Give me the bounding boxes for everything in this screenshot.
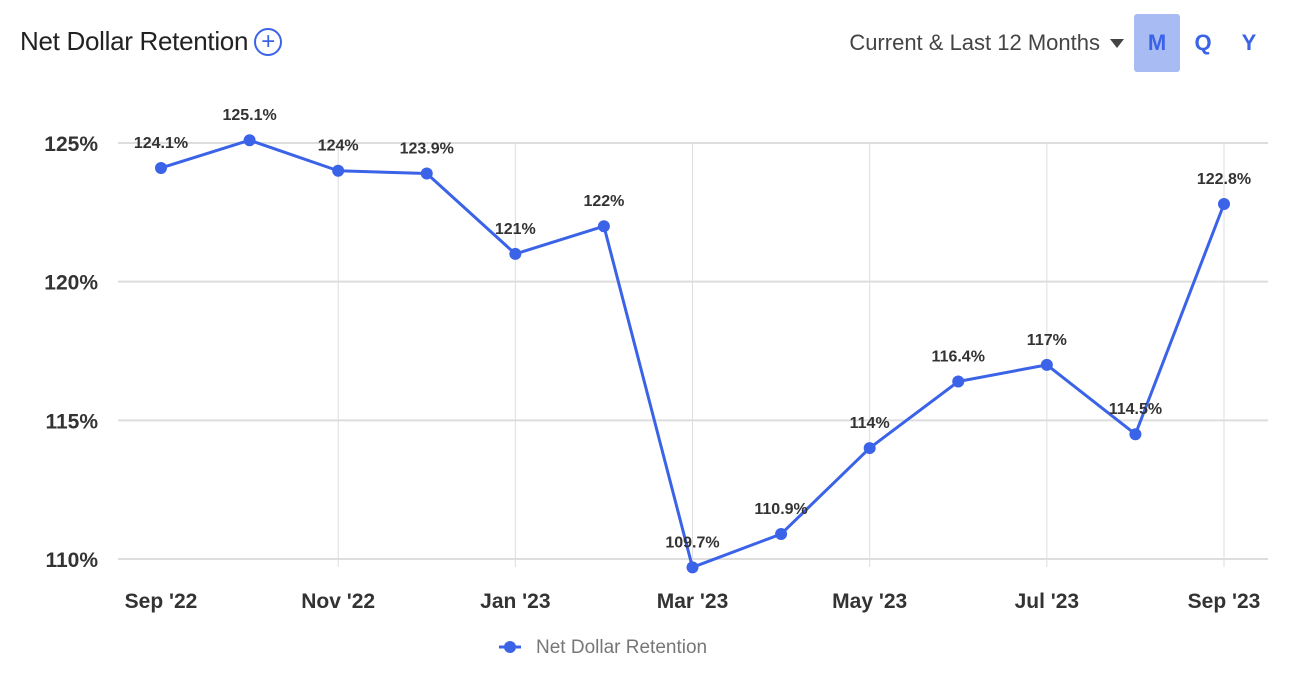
y-tick-label: 125% [44,133,98,156]
legend-marker [504,641,516,653]
data-point [863,442,876,455]
data-point [597,220,610,233]
data-label: 123.9% [400,141,454,158]
period-button-quarter[interactable]: Q [1194,30,1212,55]
data-point [509,247,522,260]
data-label: 116.4% [932,349,985,366]
data-point [332,164,345,177]
data-point [420,167,433,180]
data-point [155,161,167,174]
y-tick-label: 120% [44,272,98,295]
y-tick-label: 115% [45,410,98,433]
chart-controls: Current & Last 12 Months M Q Y [849,14,1272,72]
data-label: 121% [495,221,536,238]
x-tick-label: Sep '23 [1188,590,1261,613]
plus-circle-icon[interactable]: + [254,27,283,56]
data-point [1129,428,1142,441]
data-label: 109.7% [665,534,719,551]
data-point [686,561,699,574]
legend-label: Net Dollar Retention [536,637,707,658]
x-tick-label: May '23 [832,590,907,613]
data-label: 122.8% [1197,171,1251,188]
chart-title: Net Dollar Retention + [20,26,283,57]
x-tick-label: Nov '22 [301,590,375,613]
data-label: 114.5% [1109,401,1162,418]
period-button-year[interactable]: Y [1241,30,1257,55]
range-dropdown[interactable]: Current & Last 12 Months [849,30,1124,56]
x-tick-label: Sep '22 [125,590,198,613]
data-label: 122% [583,193,624,210]
y-tick-label: 110% [45,549,98,572]
data-point [1040,358,1053,371]
data-label: 125.1% [222,107,276,124]
data-point [775,528,788,541]
data-label: 124% [318,138,359,155]
data-label: 117% [1027,332,1067,349]
data-label: 114% [850,415,890,432]
data-point [243,134,256,147]
data-label: 110.9% [754,501,807,518]
chart-title-text: Net Dollar Retention [20,26,249,56]
range-label: Current & Last 12 Months [849,30,1100,55]
data-label: 124.1% [134,135,188,152]
x-tick-label: Mar '23 [657,590,729,613]
data-point [952,375,965,388]
data-point [1218,198,1230,211]
x-tick-label: Jan '23 [480,590,550,613]
period-button-month[interactable]: M [1134,14,1180,72]
x-tick-label: Jul '23 [1015,590,1080,613]
caret-down-icon [1110,38,1124,48]
